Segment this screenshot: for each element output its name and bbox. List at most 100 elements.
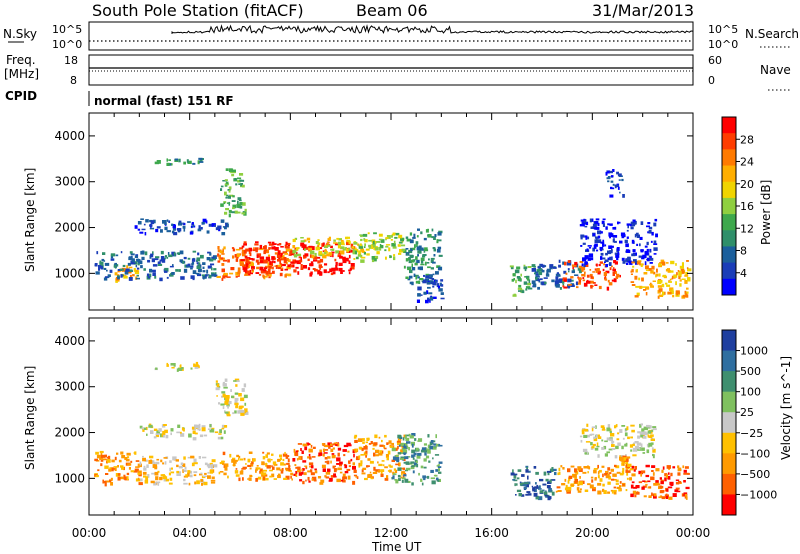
- scatter-cell: [323, 444, 329, 448]
- scatter-cell: [374, 434, 378, 439]
- scatter-cell: [290, 472, 294, 476]
- scatter-cell: [221, 424, 225, 429]
- scatter-cell: [333, 267, 339, 271]
- scatter-cell: [386, 456, 389, 461]
- scatter-cell: [523, 264, 526, 267]
- scatter-cell: [240, 397, 245, 402]
- scatter-cell: [404, 435, 407, 439]
- scatter-cell: [640, 473, 642, 477]
- scatter-cell: [156, 160, 161, 164]
- scatter-cell: [394, 237, 398, 239]
- scatter-cell: [194, 481, 197, 485]
- scatter-cell: [187, 456, 191, 459]
- scatter-cell: [348, 241, 351, 245]
- scatter-cell: [613, 240, 617, 243]
- scatter-cell: [516, 489, 522, 493]
- scatter-cell: [407, 278, 411, 281]
- scatter-cell: [285, 245, 290, 249]
- scatter-cell: [531, 264, 536, 268]
- scatter-cell: [343, 444, 349, 448]
- scatter-cell: [416, 455, 421, 459]
- scatter-cell: [635, 485, 640, 489]
- scatter-cell: [109, 467, 112, 470]
- scatter-cell: [223, 386, 228, 389]
- scatter-cell: [266, 452, 270, 455]
- scatter-cell: [98, 267, 101, 271]
- scatter-cell: [324, 461, 328, 463]
- scatter-cell: [570, 465, 575, 468]
- scatter-cell: [249, 252, 252, 257]
- scatter-cell: [237, 203, 241, 208]
- scatter-cell: [335, 250, 339, 254]
- scatter-cell: [520, 494, 525, 497]
- scatter-cell: [348, 269, 351, 272]
- scatter-cell: [588, 253, 594, 257]
- scatter-cell: [266, 273, 269, 276]
- scatter-cell: [515, 483, 518, 486]
- scatter-cell: [183, 469, 187, 472]
- scatter-cell: [632, 490, 637, 495]
- scatter-cell: [228, 195, 231, 199]
- scatter-cell: [137, 477, 140, 481]
- scatter-cell: [221, 268, 225, 273]
- scatter-cell: [200, 472, 203, 475]
- scatter-cell: [135, 270, 139, 272]
- scatter-cell: [269, 475, 272, 478]
- scatter-cell: [611, 442, 614, 445]
- scatter-cell: [393, 254, 396, 257]
- scatter-cell: [650, 270, 654, 274]
- scatter-cell: [582, 259, 585, 262]
- scatter-cell: [183, 161, 186, 165]
- scatter-cell: [565, 484, 568, 489]
- scatter-cell: [592, 247, 596, 252]
- scatter-cell: [613, 278, 617, 283]
- scatter-cell: [587, 471, 589, 474]
- scatter-cell: [191, 261, 195, 265]
- scatter-cell: [630, 484, 634, 489]
- scatter-cell: [168, 159, 171, 161]
- scatter-cell: [257, 476, 262, 480]
- scatter-cell: [172, 224, 176, 229]
- scatter-cell: [178, 471, 181, 474]
- scatter-cell: [327, 241, 329, 246]
- scatter-cell: [606, 427, 611, 432]
- scatter-cell: [228, 213, 231, 218]
- scatter-cell: [598, 239, 602, 243]
- scatter-cell: [203, 434, 208, 437]
- scatter-cell: [511, 278, 514, 282]
- scatter-cell: [438, 230, 443, 234]
- scatter-cell: [342, 248, 347, 251]
- scatter-cell: [631, 261, 635, 264]
- scatter-cell: [411, 482, 414, 486]
- scatter-cell: [589, 280, 594, 284]
- scatter-cell: [433, 248, 436, 252]
- scatter-cell: [334, 468, 337, 472]
- scatter-cell: [630, 270, 633, 273]
- scatter-cell: [648, 230, 652, 234]
- scatter-cell: [223, 246, 226, 250]
- scatter-cell: [305, 246, 309, 250]
- scatter-cell: [409, 275, 413, 279]
- scatter-cell: [555, 280, 559, 284]
- scatter-cell: [541, 281, 546, 286]
- scatter-cell: [110, 482, 113, 486]
- scatter-cell: [259, 244, 263, 249]
- nsky-tick-top: 10^5: [52, 23, 82, 36]
- scatter-cell: [283, 260, 287, 264]
- scatter-cell: [616, 486, 621, 489]
- scatter-cell: [243, 268, 248, 272]
- scatter-cell: [604, 473, 609, 476]
- scatter-cell: [380, 245, 384, 249]
- scatter-cell: [681, 262, 684, 267]
- scatter-cell: [594, 221, 599, 225]
- colorbar-frame: [721, 329, 737, 516]
- scatter-cell: [415, 256, 418, 260]
- scatter-cell: [379, 244, 382, 248]
- scatter-cell: [189, 474, 193, 478]
- scatter-cell: [576, 286, 579, 289]
- scatter-cell: [221, 391, 226, 394]
- scatter-cell: [601, 429, 606, 431]
- scatter-cell: [603, 263, 605, 266]
- scatter-cell: [398, 241, 403, 244]
- scatter-cell: [611, 478, 615, 481]
